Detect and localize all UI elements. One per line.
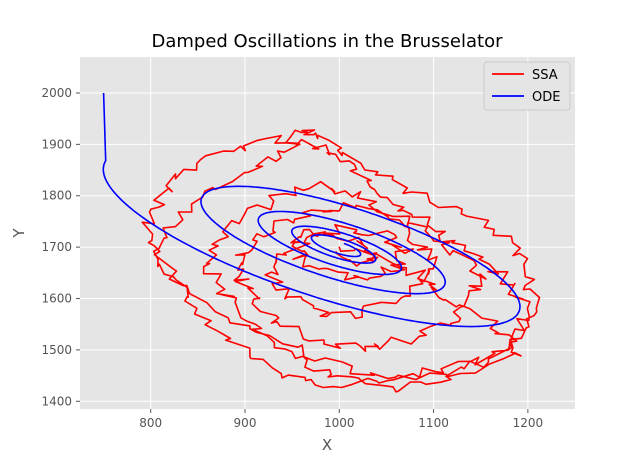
y-tick-label: 1800 [41, 189, 72, 203]
legend-label-ode: ODE [532, 90, 560, 105]
legend: SSA ODE [483, 61, 571, 111]
x-tick-label: 900 [234, 416, 257, 430]
axes: 800 900 1000 1100 1200 1400 1500 1600 1700 1800 19… [41, 86, 543, 430]
series-layer [102, 92, 541, 393]
y-tick-label: 1700 [41, 240, 72, 254]
y-tick-label: 1600 [41, 292, 72, 306]
series-ode-line [102, 92, 521, 328]
y-tick-label: 1900 [41, 137, 72, 151]
x-tick-label: 1000 [324, 416, 355, 430]
y-tick-label: 1500 [41, 343, 72, 357]
y-axis-label: Y [10, 228, 28, 239]
y-tick-label: 2000 [41, 86, 72, 100]
x-tick-label: 1100 [418, 416, 449, 430]
chart-title: Damped Oscillations in the Brusselator [151, 31, 503, 52]
x-axis-label: X [322, 436, 332, 454]
series-ssa-line [141, 129, 541, 393]
x-tick-label: 1200 [513, 416, 544, 430]
legend-label-ssa: SSA [532, 68, 558, 83]
x-tick-label: 800 [139, 416, 162, 430]
y-tick-label: 1400 [41, 394, 72, 408]
